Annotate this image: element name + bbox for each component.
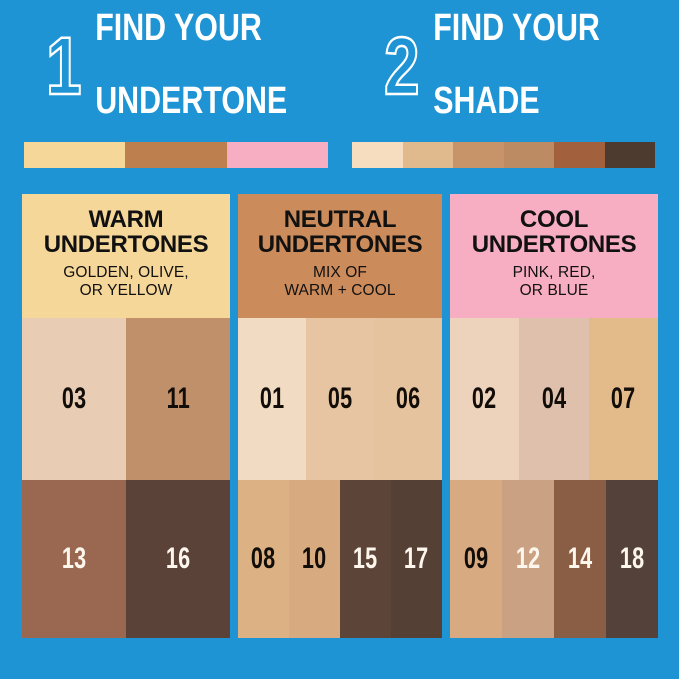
steps-header: 1 FIND YOUR UNDERTONE 2 FIND YOUR SHADE [0, 0, 679, 130]
shade-swatch-06[interactable]: 06 [373, 318, 442, 480]
step-2-title-line-1: FIND YOUR [432, 6, 600, 49]
step-1-title-line-1: FIND YOUR [94, 6, 262, 49]
column-subtitle-line: GOLDEN, OLIVE, [63, 263, 189, 281]
shade-swatch-04[interactable]: 04 [519, 318, 589, 480]
column-title-line: COOL [519, 206, 589, 233]
shade-swatch-09[interactable]: 09 [450, 480, 502, 638]
column-subtitle-line: PINK, RED, [512, 263, 596, 281]
step-2-number: 2 [383, 21, 420, 113]
step-2-heading: 2 FIND YOUR SHADE [340, 0, 679, 130]
column-title-line: NEUTRAL [283, 206, 397, 233]
shade-row-deep: 13 16 [22, 480, 230, 638]
shade-swatch-bar-segment [604, 142, 655, 168]
shade-number-label: 07 [610, 382, 636, 415]
shade-number-label: 04 [541, 382, 567, 415]
shade-swatch-15[interactable]: 15 [340, 480, 391, 638]
shade-number-label: 13 [61, 542, 87, 575]
shade-number-label: 16 [165, 542, 191, 575]
shade-swatch-bar-segment [402, 142, 453, 168]
column-header-neutral: NEUTRAL UNDERTONES MIX OF WARM + COOL [238, 194, 442, 318]
shade-swatch-08[interactable]: 08 [238, 480, 289, 638]
undertone-grid: WARM UNDERTONES GOLDEN, OLIVE, OR YELLOW 03 1… [22, 194, 658, 638]
swatch-bars [0, 142, 679, 168]
shade-swatch-bar-segment [352, 142, 403, 168]
shade-swatch-bar-segment [453, 142, 504, 168]
step-2-title-line-2: SHADE [432, 80, 540, 123]
step-1-title-line-2: UNDERTONE [94, 80, 287, 123]
shade-swatch-bar-segment [503, 142, 554, 168]
shade-row-light: 01 05 06 [238, 318, 442, 480]
column-warm: WARM UNDERTONES GOLDEN, OLIVE, OR YELLOW 03 1… [22, 194, 230, 638]
shade-swatch-18[interactable]: 18 [606, 480, 658, 638]
shade-swatch-11[interactable]: 11 [126, 318, 230, 480]
shade-number-label: 18 [619, 542, 645, 575]
step-2-title: FIND YOUR SHADE [422, 0, 600, 157]
column-title-line: WARM [88, 206, 164, 233]
step-1-heading: 1 FIND YOUR UNDERTONE [0, 0, 340, 130]
shade-number-label: 03 [61, 382, 87, 415]
shade-number-label: 12 [515, 542, 541, 575]
shade-swatch-02[interactable]: 02 [450, 318, 520, 480]
column-subtitle-neutral: MIX OF WARM + COOL [284, 264, 395, 299]
shade-swatch-14[interactable]: 14 [554, 480, 606, 638]
column-subtitle-warm: GOLDEN, OLIVE, OR YELLOW [63, 264, 188, 299]
shade-swatch-bar [352, 142, 655, 168]
shade-number-label: 06 [395, 382, 421, 415]
column-header-cool: COOL UNDERTONES PINK, RED, OR BLUE [450, 194, 658, 318]
shade-row-deep: 08 10 15 17 [238, 480, 442, 638]
shade-number-label: 11 [166, 382, 190, 415]
shade-swatch-07[interactable]: 07 [588, 318, 658, 480]
shade-number-label: 17 [404, 542, 429, 575]
shade-swatch-01[interactable]: 01 [238, 318, 306, 480]
shade-swatch-17[interactable]: 17 [391, 480, 442, 638]
column-title-line: UNDERTONES [43, 230, 209, 258]
column-cool: COOL UNDERTONES PINK, RED, OR BLUE 02 04 07 09 1… [450, 194, 658, 638]
shade-number-label: 10 [302, 542, 327, 575]
shade-number-label: 09 [463, 542, 489, 575]
column-subtitle-line: OR BLUE [519, 281, 589, 299]
shade-number-label: 05 [327, 382, 353, 415]
column-title-warm: WARM UNDERTONES [43, 206, 209, 258]
shade-number-label: 15 [353, 542, 378, 575]
shade-swatch-bar-segment [554, 142, 605, 168]
shade-swatch-16[interactable]: 16 [126, 480, 230, 638]
shade-number-label: 14 [567, 542, 593, 575]
column-subtitle-line: WARM + COOL [284, 281, 396, 299]
shade-row-light: 02 04 07 [450, 318, 658, 480]
shade-number-label: 08 [251, 542, 276, 575]
undertone-swatch-bar-segment [226, 142, 328, 168]
step-1-title: FIND YOUR UNDERTONE [84, 0, 287, 157]
step-1-number: 1 [45, 21, 82, 113]
shade-swatch-13[interactable]: 13 [22, 480, 126, 638]
shade-number-label: 01 [259, 382, 285, 415]
shade-row-light: 03 11 [22, 318, 230, 480]
shade-row-deep: 09 12 14 18 [450, 480, 658, 638]
shade-swatch-05[interactable]: 05 [306, 318, 374, 480]
shade-swatch-12[interactable]: 12 [502, 480, 554, 638]
column-subtitle-line: OR YELLOW [79, 281, 173, 299]
column-subtitle-cool: PINK, RED, OR BLUE [513, 264, 596, 299]
undertone-swatch-bar-segment [24, 142, 126, 168]
shade-swatch-03[interactable]: 03 [22, 318, 126, 480]
column-title-neutral: NEUTRAL UNDERTONES [257, 206, 423, 258]
column-title-cool: COOL UNDERTONES [471, 206, 637, 258]
column-subtitle-line: MIX OF [312, 263, 367, 281]
column-title-line: UNDERTONES [471, 230, 637, 258]
undertone-swatch-bar-segment [125, 142, 227, 168]
shade-number-label: 02 [472, 382, 498, 415]
column-header-warm: WARM UNDERTONES GOLDEN, OLIVE, OR YELLOW [22, 194, 230, 318]
undertone-swatch-bar [24, 142, 328, 168]
column-title-line: UNDERTONES [257, 230, 423, 258]
column-neutral: NEUTRAL UNDERTONES MIX OF WARM + COOL 01 05 06… [238, 194, 442, 638]
shade-swatch-10[interactable]: 10 [289, 480, 340, 638]
